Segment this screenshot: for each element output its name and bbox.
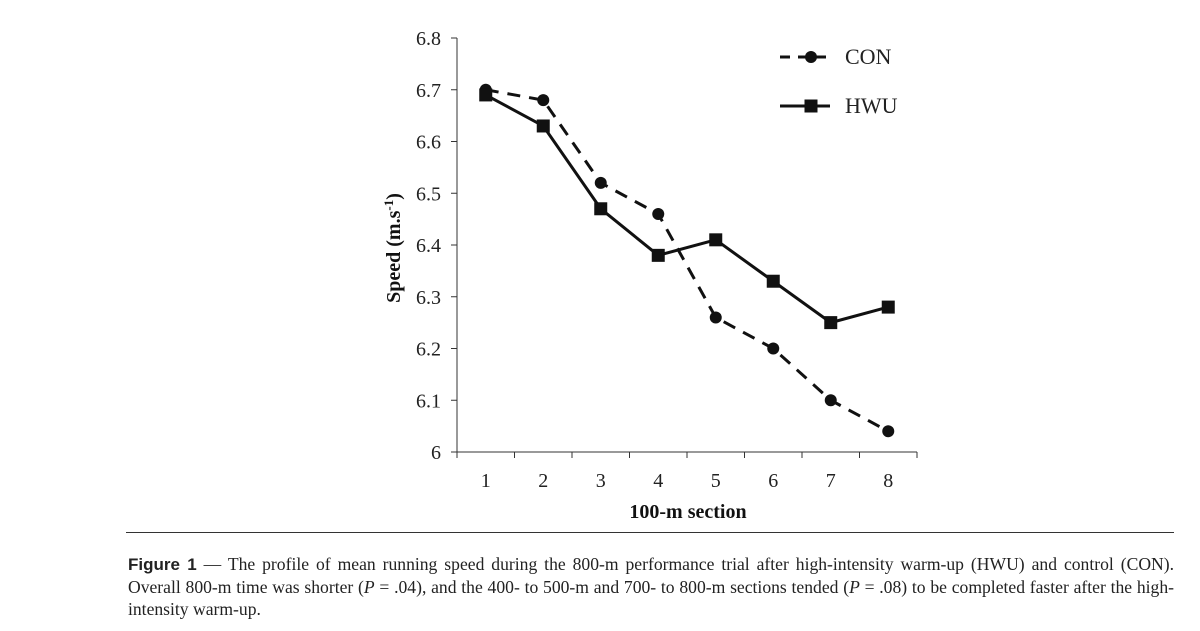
- series-line-hwu: [485, 93, 889, 325]
- data-point-hwu: [479, 88, 493, 102]
- y-axis-title-main: Speed (m.s: [383, 210, 405, 302]
- y-tick-label: 6.5: [416, 183, 441, 205]
- y-tick-label: 6.3: [416, 287, 441, 309]
- p-symbol-1: P: [363, 577, 375, 597]
- data-point-con: [709, 311, 722, 324]
- caption-text-2: = .04), and the 400- to 500-m and 700- t…: [374, 577, 850, 597]
- legend-label-con: CON: [845, 44, 892, 69]
- data-point-con: [594, 176, 607, 189]
- x-tick-label: 3: [596, 470, 606, 492]
- data-point-con: [767, 342, 780, 355]
- y-tick-label: 6.4: [416, 235, 441, 257]
- y-tick-label: 6.6: [416, 132, 441, 154]
- data-point-hwu: [824, 316, 838, 330]
- legend-marker-con: [805, 51, 817, 63]
- data-point-con: [652, 207, 665, 220]
- data-point-con: [537, 94, 550, 107]
- data-point-hwu: [881, 300, 895, 314]
- y-axis-title-superscript: -1: [381, 200, 396, 211]
- legend-marker-hwu: [804, 99, 818, 113]
- data-point-hwu: [536, 119, 550, 133]
- y-tick-label: 6: [431, 442, 441, 464]
- data-point-hwu: [651, 248, 665, 262]
- data-point-con: [882, 425, 895, 438]
- caption-rule: [126, 532, 1174, 533]
- y-tick-label: 6.8: [416, 28, 441, 50]
- data-point-con: [824, 394, 837, 407]
- data-point-hwu: [709, 233, 723, 247]
- y-tick-label: 6.7: [416, 80, 441, 102]
- x-tick-label: 8: [883, 470, 893, 492]
- data-point-hwu: [766, 274, 780, 288]
- p-symbol-2: P: [849, 577, 860, 597]
- x-tick-label: 2: [538, 470, 548, 492]
- series-layer: [479, 83, 895, 438]
- x-tick-label: 7: [826, 470, 836, 492]
- caption-text-1: — The profile of mean running speed duri…: [128, 554, 1174, 597]
- x-tick-label: 5: [711, 470, 721, 492]
- ticks: 6 6.1 6.2 6.3 6.4 6.5 6.6 6.7 6.8 1 2 3 4 5 6 7 8: [416, 28, 918, 492]
- legend-label-hwu: HWU: [845, 93, 898, 118]
- caption-text-3: = .08) to be completed faster after the …: [128, 577, 1175, 619]
- x-tick-label: 6: [768, 470, 778, 492]
- y-tick-label: 6.1: [416, 390, 441, 412]
- series-line-con: [485, 88, 889, 433]
- figure-label: Figure 1: [128, 555, 197, 574]
- y-axis-title-close: ): [383, 193, 405, 200]
- legend: CON HWU: [780, 44, 898, 118]
- x-tick-label: 4: [653, 470, 663, 492]
- line-chart: 6 6.1 6.2 6.3 6.4 6.5 6.6 6.7 6.8 1 2 3 4 5 6 7 8 CON HWU…: [381, 28, 918, 523]
- figure-caption: Figure 1 — The profile of mean running s…: [128, 553, 1174, 620]
- y-axis-title: Speed (m.s-1): [381, 193, 406, 303]
- y-tick-label: 6.2: [416, 339, 441, 361]
- x-axis-title: 100-m section: [629, 501, 746, 523]
- x-tick-label: 1: [481, 470, 491, 492]
- data-point-hwu: [594, 202, 608, 216]
